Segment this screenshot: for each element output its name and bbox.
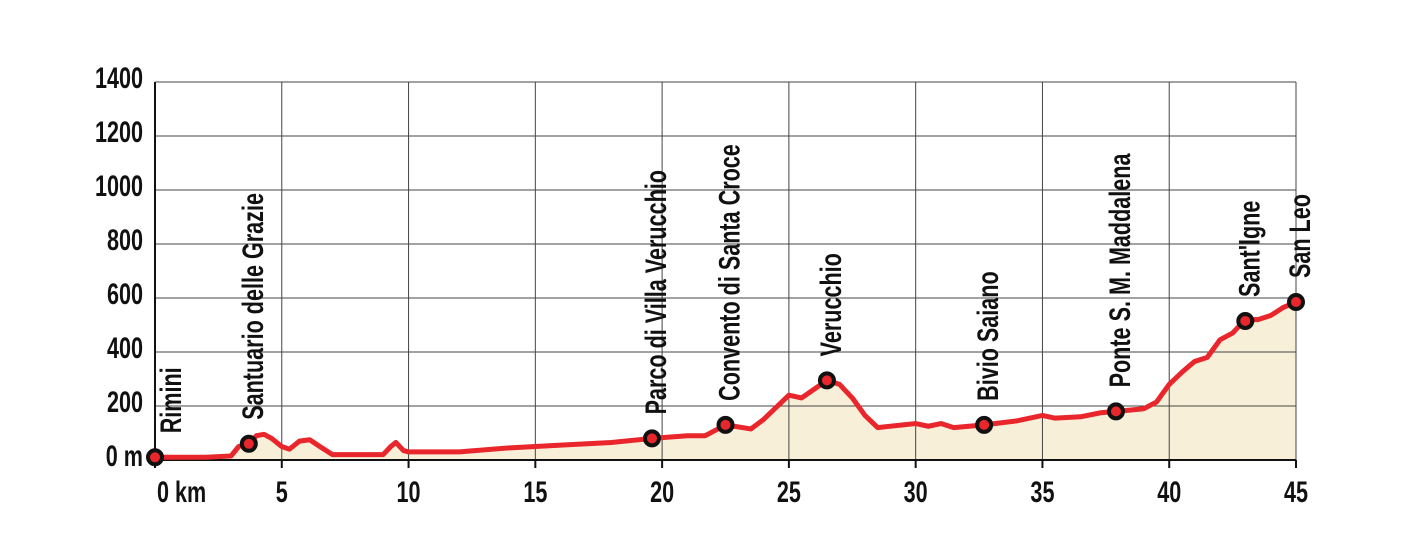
x-tick-label: 40 xyxy=(1157,474,1181,508)
y-tick-label: 400 xyxy=(107,330,143,364)
y-tick-label: 200 xyxy=(107,384,143,418)
waypoint-marker xyxy=(239,434,258,453)
x-tick-label: 0 km xyxy=(157,474,206,508)
x-tick-label: 45 xyxy=(1284,474,1308,508)
x-tick-label: 30 xyxy=(904,474,928,508)
y-tick-label: 800 xyxy=(107,222,143,256)
x-tick-label: 35 xyxy=(1030,474,1054,508)
waypoint-label: Verucchio xyxy=(813,253,847,356)
waypoint-marker xyxy=(817,371,836,390)
waypoint-marker xyxy=(146,448,164,467)
waypoint-label: San Leo xyxy=(1282,194,1316,278)
waypoint-marker xyxy=(716,415,735,434)
waypoint-label: Santuario delle Grazie xyxy=(235,193,269,420)
waypoint-label: Sant'Igne xyxy=(1232,201,1266,297)
profile-line xyxy=(155,299,1297,460)
waypoint-marker xyxy=(1287,293,1305,312)
x-tick-label: 15 xyxy=(523,474,547,508)
x-tick-label: 20 xyxy=(650,474,674,508)
y-tick-label: 1400 xyxy=(95,60,143,94)
x-tick-label: 25 xyxy=(777,474,801,508)
waypoint-label: Convento di Santa Croce xyxy=(712,144,746,401)
x-tick-label: 10 xyxy=(397,474,421,508)
waypoint-marker xyxy=(1106,402,1125,421)
waypoint-marker xyxy=(642,429,661,448)
y-tick-label: 1000 xyxy=(95,168,143,202)
waypoint-label: Bivio Saiano xyxy=(971,271,1005,401)
waypoint-label: Rimini xyxy=(153,367,187,433)
waypoint-marker xyxy=(1236,311,1255,330)
waypoint-label: Parco di Villa Verucchio xyxy=(638,170,672,414)
x-tick-label: 5 xyxy=(276,474,288,508)
waypoint-marker xyxy=(975,415,994,434)
y-tick-label: 600 xyxy=(107,276,143,310)
waypoint-label: Ponte S. M. Maddalena xyxy=(1102,153,1136,387)
y-tick-label: 0 m xyxy=(106,438,143,472)
y-tick-label: 1200 xyxy=(95,114,143,148)
